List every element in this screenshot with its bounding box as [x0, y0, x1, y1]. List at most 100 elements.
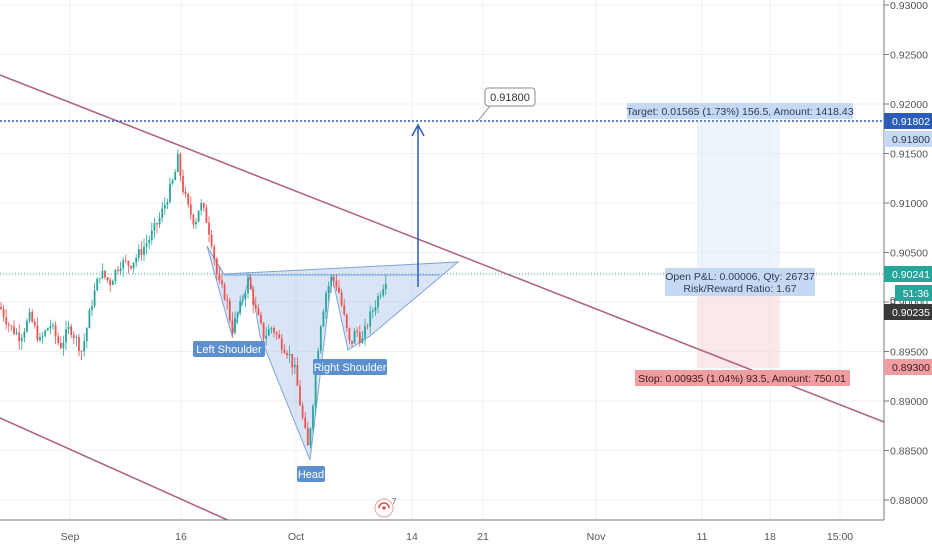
- candle-body: [169, 183, 171, 203]
- svg-text:0.91802: 0.91802: [892, 116, 930, 128]
- price-tick-label: 0.92500: [890, 50, 928, 62]
- candle-body: [247, 277, 249, 294]
- candle-body: [343, 305, 346, 315]
- tradingview-logo-icon[interactable]: 7: [374, 497, 397, 518]
- candle-body: [309, 428, 312, 446]
- candle-body: [273, 327, 275, 333]
- candle-body: [351, 340, 353, 344]
- candle-body: [156, 223, 158, 225]
- svg-text:0.89300: 0.89300: [892, 362, 930, 374]
- candle-body: [174, 171, 177, 181]
- candle-body: [275, 332, 278, 335]
- candle-body: [23, 331, 26, 338]
- price-tick-label: 0.91000: [890, 198, 928, 210]
- candle-body: [28, 311, 31, 321]
- candle-body: [13, 326, 15, 334]
- candle-body: [293, 364, 296, 368]
- candle-body: [325, 293, 327, 312]
- candle-body: [374, 307, 377, 311]
- svg-text:Target: 0.01565 (1.73%) 156.5,: Target: 0.01565 (1.73%) 156.5, Amount: 1…: [626, 106, 853, 118]
- candle-body: [10, 325, 13, 327]
- candle-body: [15, 332, 18, 334]
- candle-body: [88, 310, 91, 329]
- candle-body: [72, 334, 75, 338]
- svg-text:Open P&L: 0.00006, Qty: 26737: Open P&L: 0.00006, Qty: 26737: [665, 271, 815, 283]
- candle-body: [111, 280, 114, 286]
- price-tick-label: 0.89500: [890, 347, 928, 359]
- candle-body: [210, 234, 213, 247]
- candle-body: [57, 336, 60, 344]
- time-tick-label: 11: [697, 531, 708, 543]
- axis-stub: 0: [890, 296, 896, 307]
- candle-body: [361, 337, 364, 343]
- time-axis[interactable]: [0, 520, 932, 550]
- candle-body: [286, 352, 288, 356]
- time-tick-label: 21: [477, 531, 489, 543]
- inverse-head-shoulders-pattern[interactable]: [206, 245, 460, 461]
- candle-body: [54, 325, 57, 337]
- candle-body: [109, 279, 112, 286]
- candle-body: [192, 214, 195, 225]
- candle-body: [59, 343, 62, 349]
- candle-body: [353, 330, 356, 344]
- candle-body: [41, 335, 44, 338]
- candle-body: [356, 330, 359, 333]
- candle-body: [301, 405, 304, 418]
- candle-body: [163, 204, 166, 209]
- target-line-price-tag: 0.91800: [884, 131, 932, 147]
- candle-body: [62, 342, 65, 349]
- candle-body: [153, 223, 156, 231]
- candle-body: [171, 180, 174, 184]
- candle-body: [65, 329, 67, 343]
- price-tick-label: 0.92000: [890, 99, 928, 111]
- price-axis[interactable]: [884, 0, 932, 520]
- candle-body: [208, 222, 210, 235]
- candle-body: [223, 284, 226, 300]
- candle-body: [382, 289, 385, 296]
- candle-body: [114, 270, 117, 281]
- candle-body: [291, 353, 294, 368]
- candle-body: [104, 270, 106, 278]
- candle-body: [312, 405, 314, 429]
- candle-body: [345, 314, 348, 329]
- candle-body: [137, 249, 140, 258]
- candle-body: [130, 265, 132, 269]
- candle-body: [265, 335, 268, 339]
- candle-body: [122, 260, 125, 269]
- candle-body: [371, 310, 374, 312]
- right-shoulder-label: Right Shoulder: [313, 359, 387, 375]
- left-shoulder-label: Left Shoulder: [193, 341, 265, 357]
- candle-body: [299, 385, 301, 406]
- upper-trendline[interactable]: [0, 74, 885, 423]
- candle-body: [158, 217, 161, 225]
- candle-body: [215, 258, 218, 275]
- candle-body: [145, 243, 148, 247]
- candle-body: [39, 337, 41, 341]
- candle-body: [296, 364, 299, 386]
- price-callout[interactable]: 0.91800: [477, 87, 536, 122]
- candle-body: [5, 317, 8, 325]
- candle-body: [44, 330, 47, 336]
- projection-arrow[interactable]: [411, 123, 425, 287]
- svg-text:Stop: 0.00935 (1.04%) 93.5, Am: Stop: 0.00935 (1.04%) 93.5, Amount: 750.…: [638, 373, 846, 385]
- svg-text:0.90235: 0.90235: [892, 307, 930, 319]
- time-axis-ticks: Sep 16 Oct 14 21 Nov 11 18 15:00: [61, 531, 854, 543]
- candle-body: [200, 203, 203, 211]
- candle-body: [117, 270, 119, 272]
- candle-body: [176, 153, 179, 172]
- candle-body: [330, 277, 333, 287]
- candle-body: [78, 337, 80, 352]
- last-price-tag: 0.90241: [884, 266, 932, 282]
- lower-trendline[interactable]: [0, 417, 233, 523]
- candle-body: [340, 292, 343, 306]
- svg-text:Right Shoulder: Right Shoulder: [314, 362, 387, 374]
- target-info-box: Target: 0.01565 (1.73%) 156.5, Amount: 1…: [626, 103, 854, 119]
- candle-body: [75, 337, 78, 338]
- candle-body: [319, 326, 322, 351]
- candle-body: [280, 338, 283, 350]
- candle-body: [202, 203, 205, 208]
- candle-body: [304, 417, 307, 428]
- candle-body: [231, 320, 234, 333]
- candle-body: [101, 270, 104, 279]
